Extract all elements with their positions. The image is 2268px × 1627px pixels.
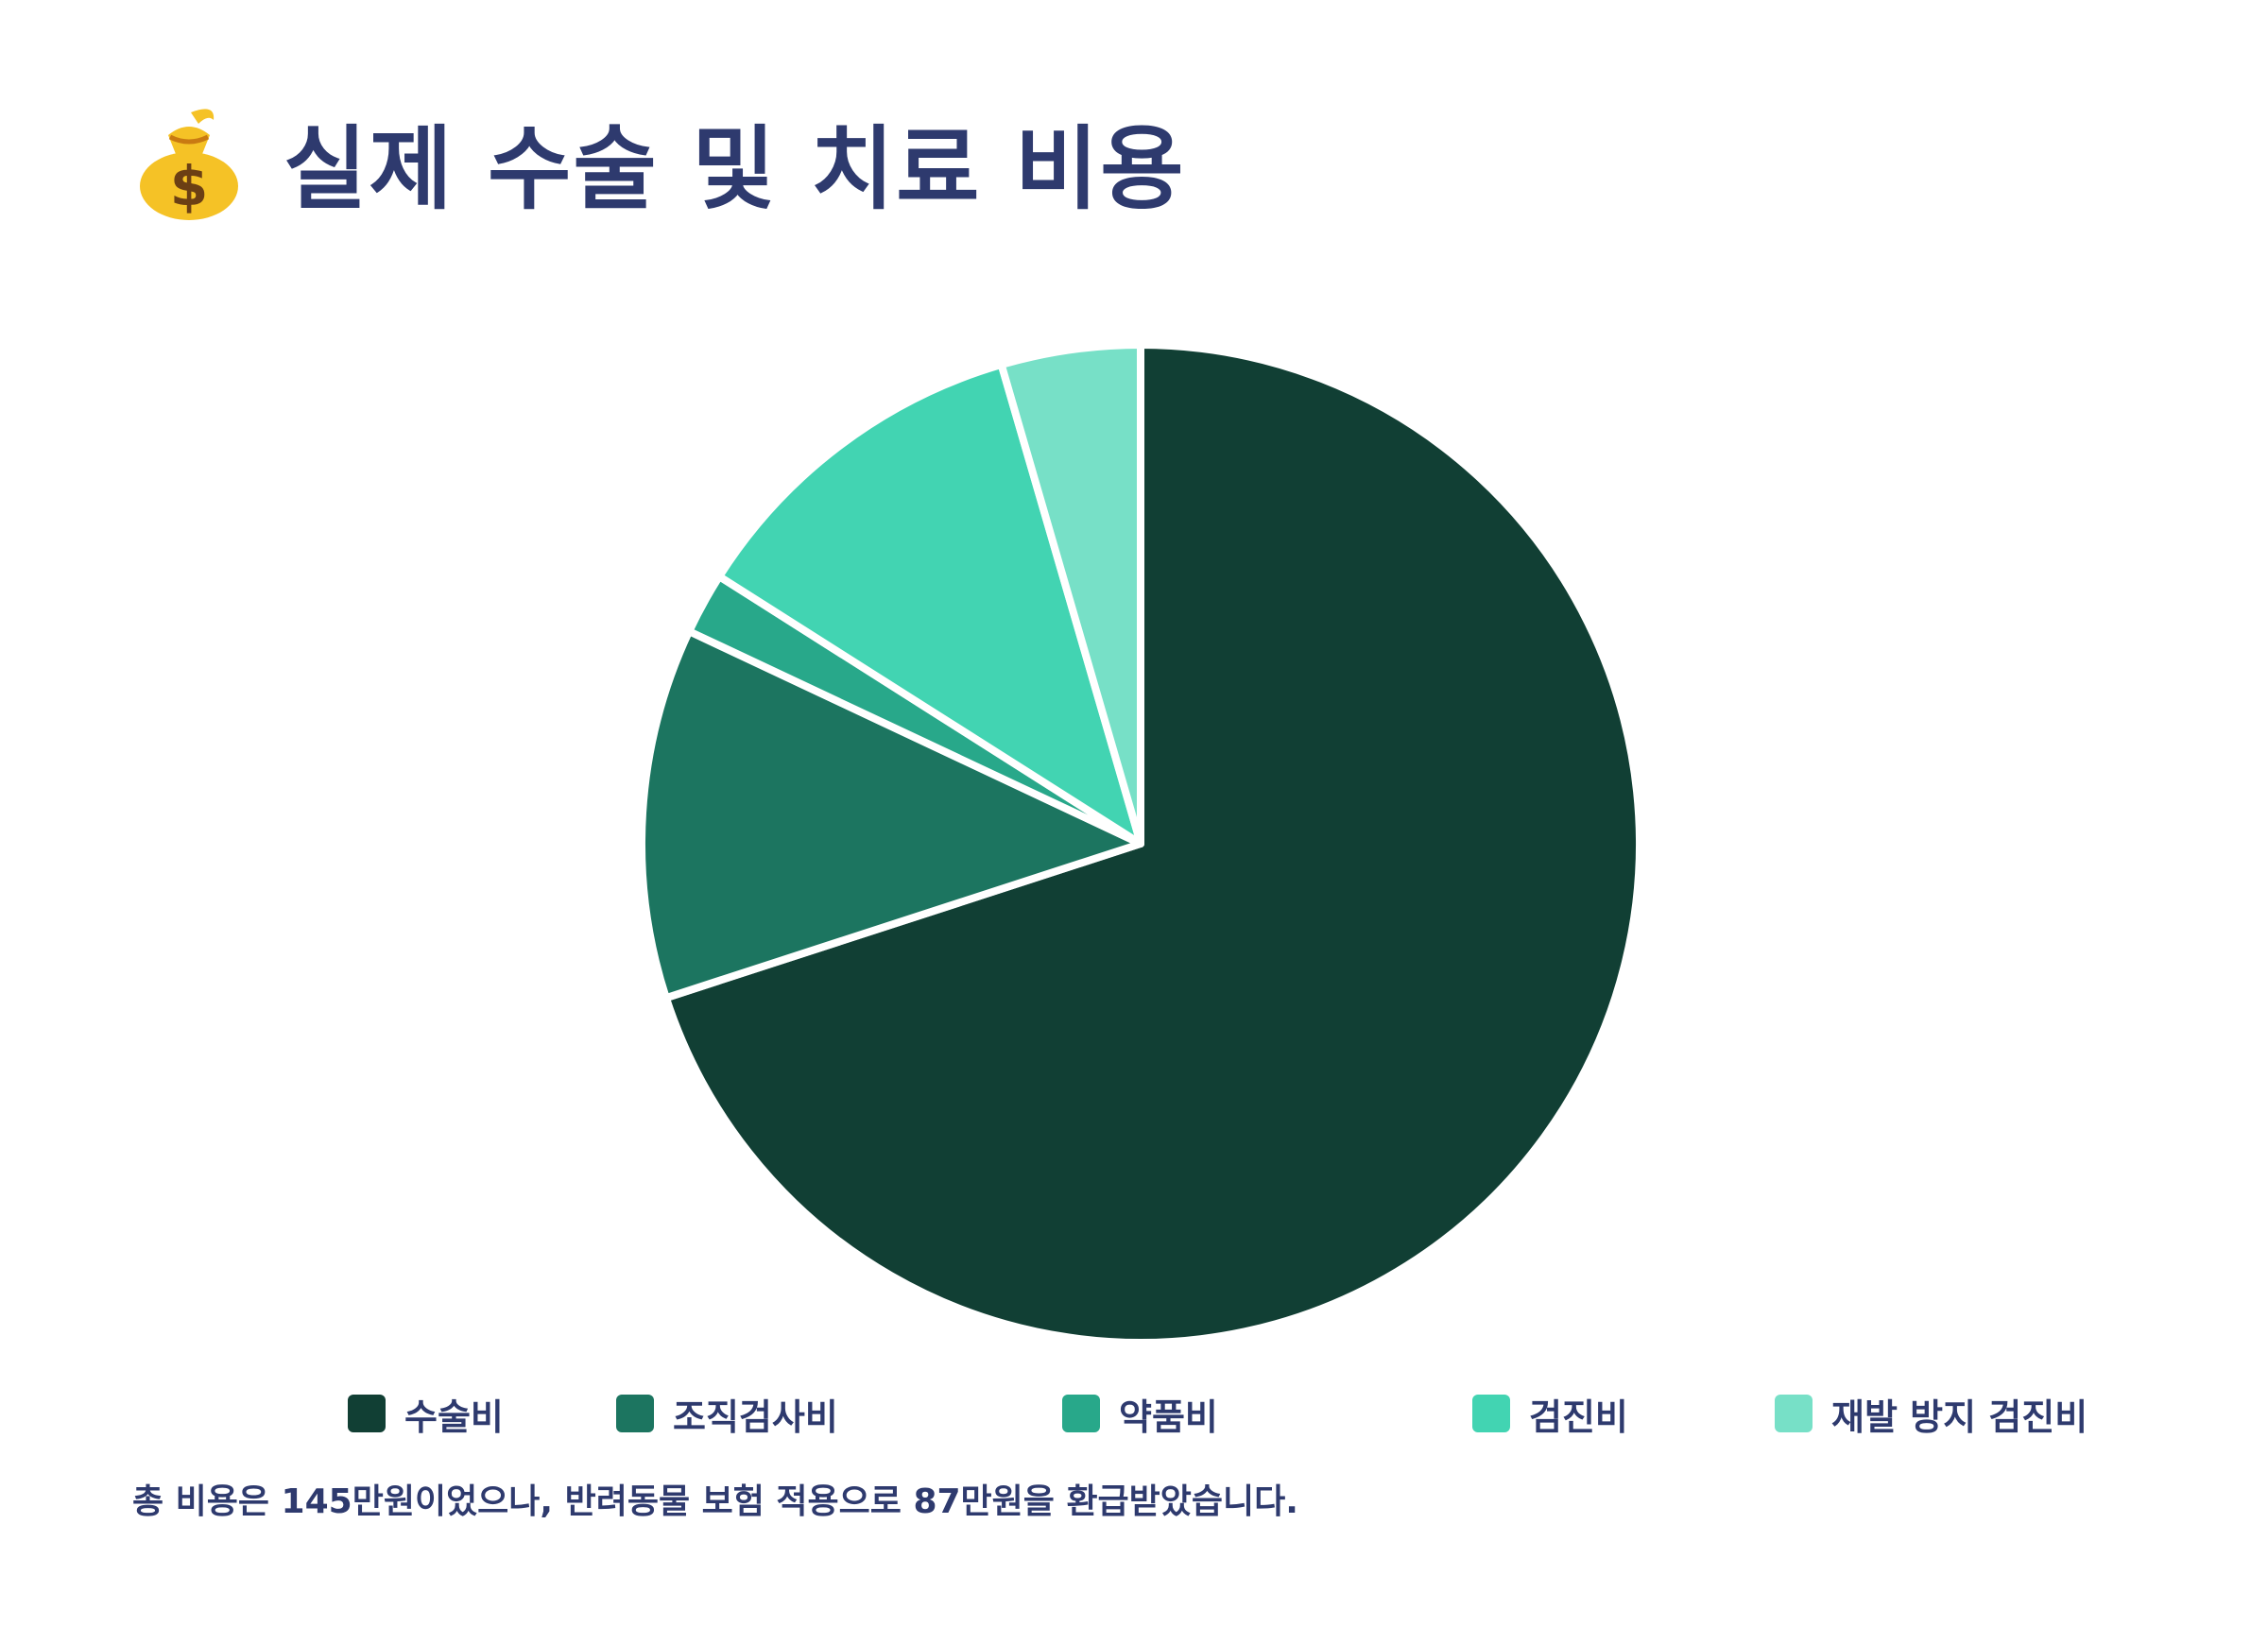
note-part-1: 총 비용은	[132, 1482, 282, 1521]
note-part-3: 만원이었으나, 반려동물 보험 적용으로	[352, 1482, 914, 1521]
note-part-4: 87	[913, 1482, 961, 1521]
legend-label: 약품비	[1119, 1396, 1218, 1438]
note-part-5: 만원을 환급받았습니다.	[960, 1482, 1298, 1521]
legend-label: 조직검사비	[673, 1396, 838, 1438]
legend-item-3: 약품비	[1062, 1387, 1218, 1440]
legend-label: 검진비	[1529, 1396, 1628, 1438]
svg-text:$: $	[170, 154, 208, 218]
note-part-2: 145	[281, 1482, 352, 1521]
money-bag-icon: $	[140, 109, 238, 220]
legend-swatch	[616, 1395, 654, 1432]
legend-swatch	[1472, 1395, 1510, 1432]
legend-swatch	[1062, 1395, 1100, 1432]
legend-item-4: 검진비	[1472, 1387, 1628, 1440]
pie-slice-5	[997, 341, 1144, 848]
legend-item-5: 재발 방지 검진비	[1775, 1387, 2088, 1440]
legend-item-2: 조직검사비	[616, 1387, 838, 1440]
legend-swatch	[348, 1395, 386, 1432]
legend-swatch	[1775, 1395, 1813, 1432]
chart-legend: 수술비 조직검사비 약품비 검진비 재발 방지 검진비	[0, 1387, 2268, 1440]
pie-slices	[638, 341, 1643, 1346]
summary-note: 총 비용은 145만원이었으나, 반려동물 보험 적용으로 87만원을 환급받았…	[132, 1474, 1298, 1523]
pie-slice-2	[638, 627, 1144, 1002]
page-title: 실제 수술 및 치료 비용	[284, 115, 1186, 222]
legend-item-1: 수술비	[348, 1387, 504, 1440]
title-row: $ 실제 수술 및 치료 비용	[132, 94, 1186, 227]
pie-slice-1	[662, 341, 1643, 1346]
legend-label: 재발 방지 검진비	[1831, 1396, 2088, 1438]
legend-label: 수술비	[404, 1396, 504, 1438]
